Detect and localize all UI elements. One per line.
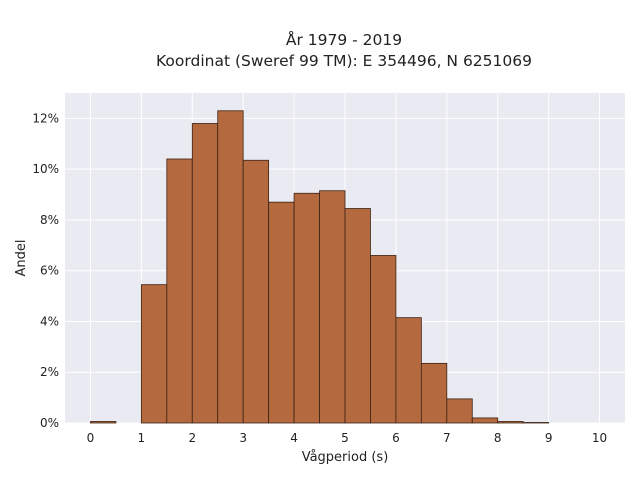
y-tick-label: 8% — [40, 213, 59, 227]
x-tick-label: 10 — [592, 431, 607, 445]
chart-title: År 1979 - 2019 — [286, 30, 402, 49]
x-tick-label: 9 — [545, 431, 553, 445]
histogram-bar — [140, 284, 168, 424]
histogram-bar — [497, 421, 524, 424]
x-tick-label: 6 — [392, 431, 400, 445]
histogram-bar — [90, 421, 117, 424]
histogram-bar — [319, 190, 346, 424]
y-tick-label: 2% — [40, 365, 59, 379]
histogram-bar — [166, 158, 193, 424]
histogram-bar — [242, 159, 270, 424]
x-tick-labels: 0 1 2 3 4 5 6 7 8 9 10 — [87, 431, 608, 445]
x-tick-label: 7 — [443, 431, 451, 445]
y-tick-label: 4% — [40, 314, 59, 328]
x-tick-label: 2 — [188, 431, 196, 445]
histogram-bar — [395, 317, 422, 424]
chart-subtitle: Koordinat (Sweref 99 TM): E 354496, N 62… — [156, 52, 532, 70]
x-tick-label: 1 — [138, 431, 146, 445]
y-tick-label: 0% — [40, 416, 59, 430]
y-axis-label: Andel — [14, 240, 29, 277]
y-tick-label: 12% — [32, 111, 59, 125]
histogram-bar — [293, 192, 320, 424]
histogram-bar — [344, 208, 371, 424]
bars — [90, 110, 550, 424]
y-tick-label: 10% — [32, 162, 59, 176]
y-tick-label: 6% — [40, 264, 59, 278]
histogram-bar — [446, 398, 473, 424]
y-tick-labels: 0% 2% 4% 6% 8% 10% 12% — [32, 111, 59, 430]
histogram-bar — [420, 362, 448, 424]
histogram-bar — [191, 123, 219, 424]
histogram-bar — [370, 255, 397, 424]
x-axis-label: Vågperiod (s) — [302, 450, 389, 465]
x-tick-label: 5 — [341, 431, 349, 445]
x-tick-label: 3 — [239, 431, 247, 445]
x-tick-label: 8 — [494, 431, 502, 445]
x-tick-label: 4 — [290, 431, 298, 445]
x-tick-label: 0 — [87, 431, 95, 445]
histogram-bar — [522, 422, 550, 424]
histogram-bar — [217, 110, 244, 424]
histogram-bar — [471, 417, 499, 424]
histogram-bar — [268, 201, 295, 424]
